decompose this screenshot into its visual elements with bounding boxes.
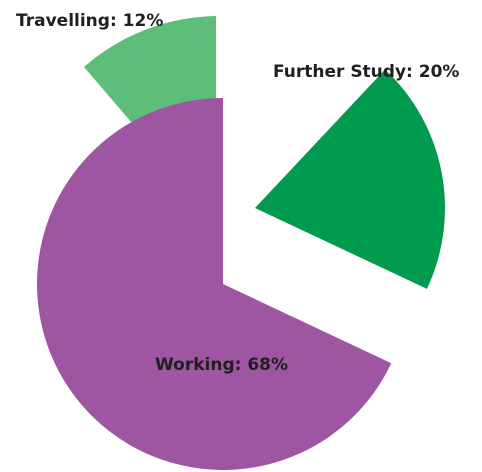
pie-slices bbox=[36, 16, 446, 470]
pie-slice-further-study bbox=[255, 69, 446, 289]
slice-label-further-study: Further Study: 20% bbox=[273, 62, 459, 82]
pie-labels: Travelling: 12% Further Study: 20% Worki… bbox=[16, 11, 459, 375]
slice-label-travelling: Travelling: 12% bbox=[16, 11, 163, 31]
slice-label-working: Working: 68% bbox=[155, 355, 288, 375]
pie-slice-working bbox=[36, 98, 392, 470]
